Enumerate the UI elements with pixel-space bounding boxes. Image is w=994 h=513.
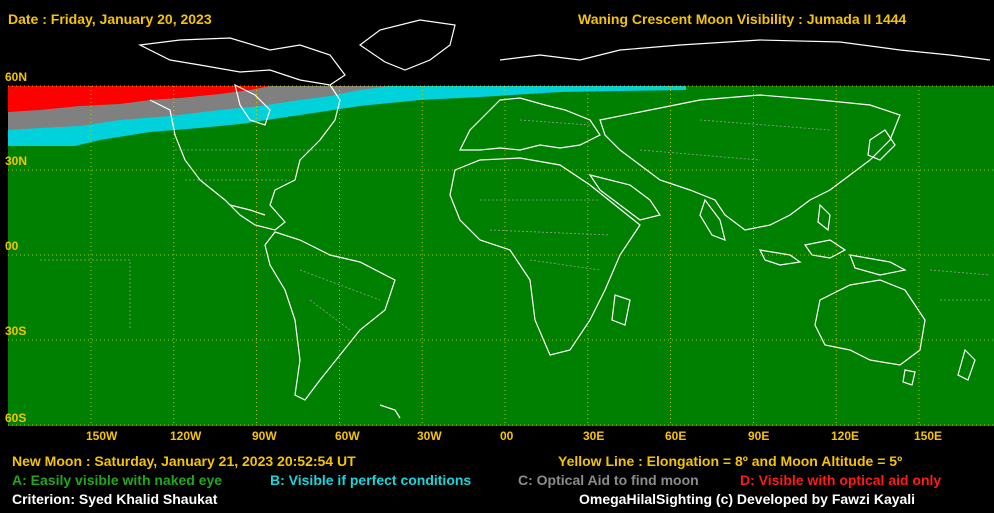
date-title: Date : Friday, January 20, 2023 <box>8 11 212 27</box>
lon-label-150w: 150W <box>86 429 118 443</box>
zone-a-area <box>8 86 994 426</box>
lon-label-150e: 150E <box>914 429 943 443</box>
lon-label-90w: 90W <box>252 429 277 443</box>
lon-label-120e: 120E <box>831 429 860 443</box>
lon-label-30e: 30E <box>583 429 605 443</box>
lon-label-60w: 60W <box>335 429 360 443</box>
country-borders <box>40 119 991 331</box>
lat-label-30n: 30N <box>5 154 28 168</box>
criterion: Criterion: Syed Khalid Shaukat <box>12 491 218 507</box>
map-title: Waning Crescent Moon Visibility : Jumada… <box>578 11 907 27</box>
legend-c: C: Optical Aid to find moon <box>518 472 699 488</box>
coastlines <box>137 19 991 419</box>
zone-d-band <box>8 86 270 112</box>
grid-lines <box>8 85 994 426</box>
lat-label-30s: 30S <box>5 324 27 338</box>
new-moon-info: New Moon : Saturday, January 21, 2023 20… <box>12 453 356 469</box>
yellow-line-info: Yellow Line : Elongation = 8º and Moon A… <box>558 453 903 469</box>
legend-b: B: Visible if perfect conditions <box>270 472 472 488</box>
credit: OmegaHilalSighting (c) Developed by Fawz… <box>579 491 916 507</box>
lon-label-120w: 120W <box>170 429 202 443</box>
lat-label-60n: 60N <box>5 70 28 84</box>
legend-a: A: Easily visible with naked eye <box>12 472 223 488</box>
lon-label-60e: 60E <box>665 429 687 443</box>
legend-d: D: Visible with optical aid only <box>740 472 942 488</box>
lat-label-60s: 60S <box>5 411 27 425</box>
lat-label-00: 00 <box>5 239 19 253</box>
lon-label-00: 00 <box>500 429 514 443</box>
lon-label-30w: 30W <box>417 429 442 443</box>
lon-label-90e: 90E <box>748 429 770 443</box>
